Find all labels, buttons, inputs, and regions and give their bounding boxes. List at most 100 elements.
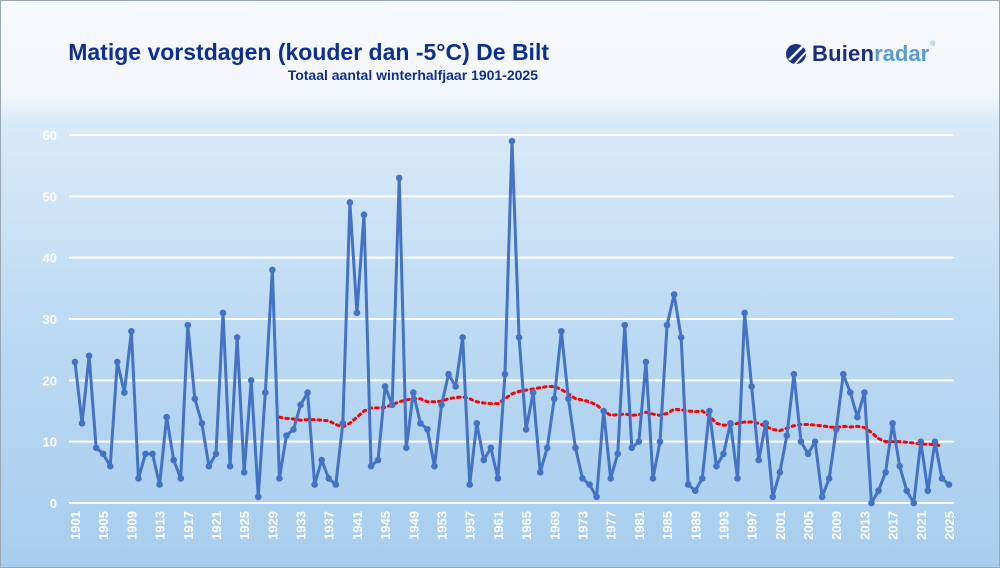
- data-point-1957: [466, 481, 474, 488]
- x-tick-label: 1909: [124, 511, 139, 540]
- data-point-1952: [431, 462, 438, 470]
- data-point-1980: [628, 444, 636, 452]
- data-point-1940: [346, 199, 354, 206]
- data-point-1978: [614, 450, 622, 458]
- data-point-1947: [395, 174, 403, 182]
- data-point-1924: [233, 334, 241, 341]
- x-tick-label: 1989: [688, 511, 703, 540]
- data-point-2021: [917, 438, 925, 445]
- data-point-1920: [205, 462, 213, 470]
- x-tick-label: 1977: [604, 511, 619, 540]
- data-point-1961: [494, 475, 502, 482]
- data-point-1982: [642, 358, 650, 366]
- data-point-1983: [649, 475, 657, 482]
- data-point-2007: [818, 493, 826, 501]
- data-point-2006: [811, 438, 819, 445]
- data-point-2020: [910, 499, 918, 507]
- data-point-1904: [92, 444, 100, 452]
- data-point-1910: [135, 475, 142, 482]
- data-point-2024: [938, 475, 946, 482]
- data-point-1930: [276, 475, 283, 482]
- data-point-1928: [262, 389, 269, 396]
- logo-text-radar: radar: [874, 41, 930, 66]
- x-tick-label: 1969: [547, 511, 562, 540]
- data-point-1916: [177, 475, 185, 482]
- x-tick-label: 1993: [716, 511, 731, 540]
- data-point-2014: [868, 499, 875, 507]
- data-point-2022: [924, 487, 932, 495]
- data-point-1958: [473, 419, 481, 427]
- data-point-2003: [790, 370, 798, 378]
- data-point-1971: [565, 395, 572, 403]
- data-point-1968: [543, 444, 551, 452]
- data-point-1913: [156, 481, 163, 488]
- data-point-1963: [508, 137, 516, 145]
- chart-subtitle: Totaal aantal winterhalfjaar 1901-2025: [287, 67, 538, 83]
- x-tick-label: 1917: [181, 511, 196, 540]
- main-series: [71, 137, 953, 507]
- data-point-1996: [741, 309, 748, 317]
- data-point-1943: [367, 462, 375, 470]
- y-tick-labels: 0 10 20 30 40 50 60: [43, 128, 57, 511]
- data-point-1959: [480, 456, 488, 464]
- data-point-1962: [501, 370, 509, 378]
- data-point-1919: [198, 419, 206, 427]
- data-point-1941: [353, 309, 361, 317]
- data-point-1997: [748, 383, 755, 390]
- data-point-1954: [445, 370, 452, 378]
- data-point-1991: [706, 407, 713, 415]
- x-tick-label: 1981: [632, 511, 647, 540]
- data-point-1936: [318, 456, 325, 464]
- x-tick-label: 2021: [914, 511, 929, 540]
- data-point-2001: [776, 469, 784, 476]
- data-point-2008: [825, 475, 833, 482]
- data-point-2017: [889, 419, 896, 427]
- x-tick-label: 2013: [857, 511, 872, 540]
- data-point-2010: [839, 370, 847, 378]
- logo-registered-mark: ®: [930, 41, 936, 48]
- data-point-1988: [684, 481, 692, 488]
- data-point-1960: [487, 444, 495, 452]
- data-point-1923: [226, 462, 234, 470]
- data-point-1974: [586, 481, 593, 488]
- data-point-1951: [424, 426, 431, 433]
- data-point-2025: [945, 481, 953, 488]
- data-point-1965: [522, 426, 530, 433]
- data-point-1956: [459, 334, 466, 341]
- data-point-1906: [106, 462, 114, 470]
- data-point-1918: [191, 395, 199, 403]
- data-point-1938: [332, 481, 340, 488]
- logo-text-buien: Buien: [812, 41, 875, 66]
- x-tick-label: 1905: [96, 511, 111, 540]
- chart-title: Matige vorstdagen (kouder dan -5°C) De B…: [68, 39, 549, 65]
- data-point-1984: [656, 438, 664, 445]
- x-tick-label: 1941: [350, 511, 365, 540]
- data-point-1925: [240, 469, 248, 476]
- data-point-2015: [875, 487, 882, 495]
- x-tick-label: 1985: [660, 511, 675, 540]
- data-point-2011: [847, 389, 854, 396]
- data-point-1926: [247, 377, 255, 384]
- data-point-1977: [607, 475, 614, 482]
- data-point-2018: [896, 462, 903, 470]
- x-tick-label: 1953: [435, 511, 450, 540]
- data-point-1945: [381, 383, 389, 390]
- data-point-1967: [536, 469, 544, 476]
- x-tick-label: 1933: [294, 511, 309, 540]
- data-point-1986: [670, 291, 678, 298]
- data-point-2023: [931, 438, 939, 445]
- x-tick-label: 1929: [265, 511, 280, 540]
- data-point-1934: [304, 389, 311, 396]
- y-tick-label: 20: [43, 373, 57, 388]
- data-point-1994: [727, 419, 734, 427]
- x-tick-label: 1965: [519, 511, 534, 540]
- data-point-1949: [410, 389, 417, 396]
- data-point-1969: [550, 395, 558, 403]
- data-point-1912: [149, 450, 156, 458]
- y-tick-label: 0: [50, 496, 57, 511]
- data-point-1993: [720, 450, 727, 458]
- data-point-1922: [219, 309, 227, 317]
- data-point-1970: [558, 327, 565, 335]
- x-tick-label: 2017: [886, 511, 901, 540]
